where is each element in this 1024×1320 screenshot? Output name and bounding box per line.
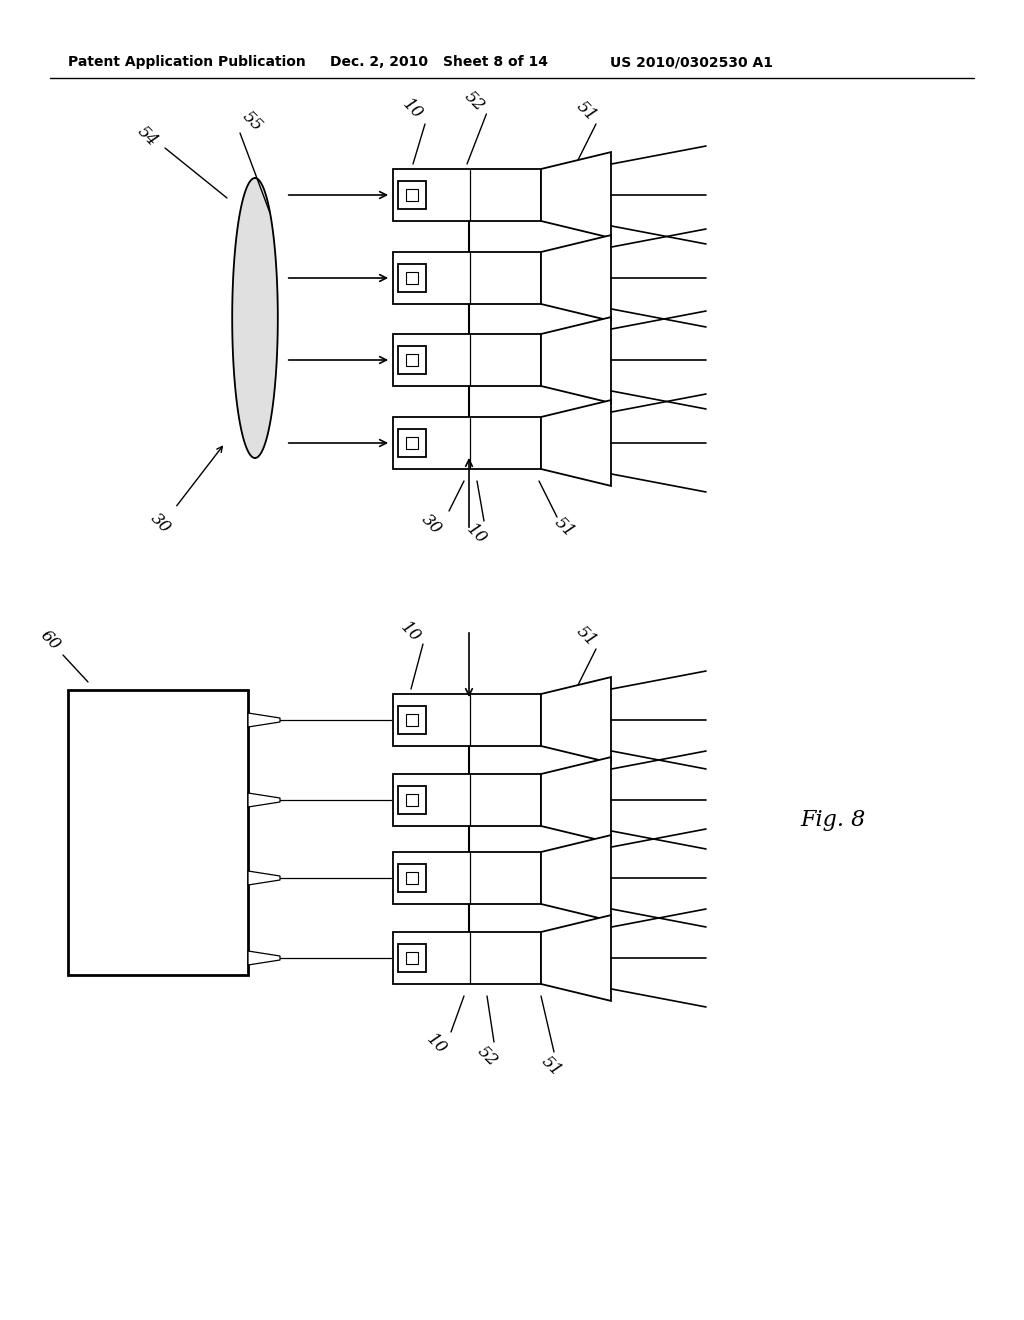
Bar (398, 346, 426, 374)
Bar (398, 944, 426, 972)
Bar (393, 774, 541, 826)
Polygon shape (541, 758, 611, 843)
Bar (406, 354, 418, 367)
Text: 30: 30 (418, 511, 444, 537)
Text: 51: 51 (572, 623, 599, 649)
Polygon shape (248, 793, 280, 807)
Text: 51: 51 (572, 98, 599, 124)
Polygon shape (541, 400, 611, 486)
Text: 55: 55 (239, 107, 265, 135)
Polygon shape (541, 836, 611, 921)
Polygon shape (541, 677, 611, 763)
Bar (393, 694, 541, 746)
Polygon shape (541, 317, 611, 403)
Text: 51: 51 (538, 1052, 564, 1080)
Polygon shape (541, 915, 611, 1001)
Text: 60: 60 (37, 627, 63, 653)
Text: Sheet 8 of 14: Sheet 8 of 14 (443, 55, 548, 69)
Text: 10: 10 (399, 95, 427, 123)
Bar (406, 871, 418, 884)
Text: 10: 10 (424, 1031, 451, 1057)
Text: 52: 52 (473, 1043, 501, 1069)
Polygon shape (248, 871, 280, 884)
Text: 10: 10 (464, 520, 490, 548)
Bar (393, 169, 541, 220)
Polygon shape (232, 178, 278, 458)
Text: 54: 54 (133, 123, 161, 149)
Polygon shape (248, 713, 280, 727)
Text: 10: 10 (397, 619, 425, 645)
Text: US 2010/0302530 A1: US 2010/0302530 A1 (610, 55, 773, 69)
Bar (398, 785, 426, 814)
Bar (406, 437, 418, 449)
Text: Patent Application Publication: Patent Application Publication (68, 55, 306, 69)
Bar (68, 690, 248, 975)
Bar (406, 272, 418, 284)
Bar (398, 181, 426, 209)
Bar (393, 334, 541, 385)
Bar (393, 932, 541, 983)
Bar (406, 714, 418, 726)
Text: 52: 52 (461, 87, 487, 115)
Bar (398, 865, 426, 892)
Bar (393, 252, 541, 304)
Bar (406, 189, 418, 201)
Bar (398, 429, 426, 457)
Bar (406, 952, 418, 965)
Text: Fig. 8: Fig. 8 (800, 809, 865, 832)
Polygon shape (541, 235, 611, 321)
Bar (398, 264, 426, 292)
Text: 30: 30 (146, 510, 173, 536)
Bar (406, 793, 418, 807)
Text: 51: 51 (551, 513, 578, 540)
Bar (398, 706, 426, 734)
Polygon shape (248, 950, 280, 965)
Bar (393, 851, 541, 904)
Bar (393, 417, 541, 469)
Polygon shape (541, 152, 611, 238)
Text: Dec. 2, 2010: Dec. 2, 2010 (330, 55, 428, 69)
